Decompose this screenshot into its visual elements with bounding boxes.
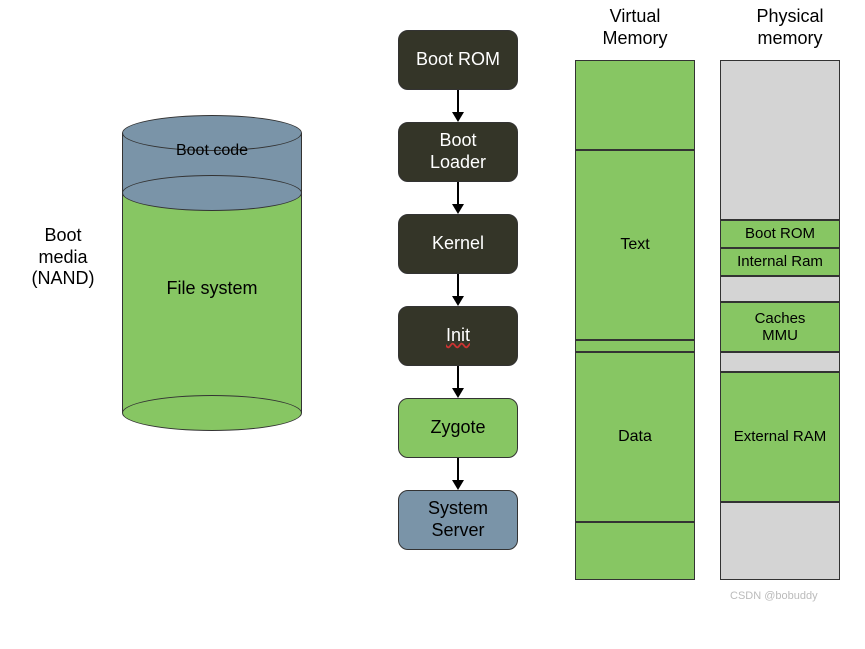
pm-seg-4: Caches MMU — [720, 302, 840, 352]
physical-memory-title: Physical memory — [735, 6, 845, 49]
flow-box-3: Init — [398, 306, 518, 366]
vm-seg-0 — [575, 60, 695, 150]
cylinder-side-label: Boot media (NAND) — [8, 225, 118, 290]
virtual-memory-column: TextData — [575, 60, 695, 580]
cylinder-body-bottom — [122, 193, 302, 413]
flow-box-1: Boot Loader — [398, 122, 518, 182]
flow-arrow-2 — [452, 274, 464, 306]
flow-arrow-0 — [452, 90, 464, 122]
pm-seg-6: External RAM — [720, 372, 840, 502]
pm-seg-3 — [720, 276, 840, 302]
cylinder-mid-cap — [122, 175, 302, 211]
watermark: CSDN @bobuddy — [730, 590, 818, 602]
flow-box-5: System Server — [398, 490, 518, 550]
flow-arrow-4 — [452, 458, 464, 490]
pm-seg-2: Internal Ram — [720, 248, 840, 276]
physical-memory-column: Boot ROMInternal Ram Caches MMU External R… — [720, 60, 840, 580]
vm-seg-4 — [575, 522, 695, 580]
cylinder-top-label: Boot code — [122, 141, 302, 160]
vm-seg-1: Text — [575, 150, 695, 340]
flow-box-0: Boot ROM — [398, 30, 518, 90]
flow-arrow-1 — [452, 182, 464, 214]
virtual-memory-title: Virtual Memory — [585, 6, 685, 49]
pm-seg-1: Boot ROM — [720, 220, 840, 248]
cylinder-bottom-cap — [122, 395, 302, 431]
pm-seg-7 — [720, 502, 840, 580]
pm-seg-0 — [720, 60, 840, 220]
flow-box-2: Kernel — [398, 214, 518, 274]
cylinder-bottom-label: File system — [122, 278, 302, 300]
flow-box-4: Zygote — [398, 398, 518, 458]
pm-seg-5 — [720, 352, 840, 372]
vm-seg-2 — [575, 340, 695, 352]
vm-seg-3: Data — [575, 352, 695, 522]
flow-arrow-3 — [452, 366, 464, 398]
